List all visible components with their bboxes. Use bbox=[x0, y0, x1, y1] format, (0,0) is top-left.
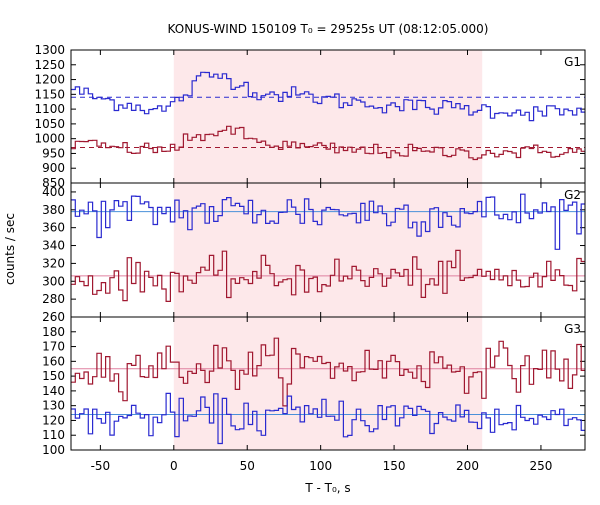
x-tick-label: 250 bbox=[529, 459, 552, 473]
panel-g2-series-blue bbox=[71, 193, 585, 250]
panel-g2-ytick-label: 260 bbox=[42, 310, 65, 324]
panel-g3-frame bbox=[70, 316, 586, 451]
panel-g1-ytick-label: 1250 bbox=[34, 58, 65, 72]
panel-g3-ytick-label: 180 bbox=[42, 325, 65, 339]
panel-g1-ytick-label: 1000 bbox=[34, 132, 65, 146]
panel-g1-ytick-label: 1150 bbox=[34, 87, 65, 101]
plot-area: 8509009501000105011001150120012501300G12… bbox=[34, 43, 586, 473]
panel-g3-ytick-label: 170 bbox=[42, 340, 65, 354]
panel-g2-ytick-label: 340 bbox=[42, 239, 65, 253]
panel-g2-ytick-label: 280 bbox=[42, 292, 65, 306]
chart-title: KONUS-WIND 150109 T₀ = 29525s UT (08:12:… bbox=[168, 22, 489, 36]
panel-g3-label: G3 bbox=[564, 322, 581, 336]
panel-g3-ytick-label: 120 bbox=[42, 413, 65, 427]
panel-g1-ytick-label: 1100 bbox=[34, 102, 65, 116]
x-tick-label: -50 bbox=[91, 459, 111, 473]
panel-g3-series-blue bbox=[71, 392, 585, 445]
panel-g1-ytick-label: 1300 bbox=[34, 43, 65, 57]
panel-g3-ytick-label: 160 bbox=[42, 354, 65, 368]
panel-g2-ytick-label: 320 bbox=[42, 256, 65, 270]
panel-g2-ytick-label: 300 bbox=[42, 274, 65, 288]
panel-g1-ytick-label: 1200 bbox=[34, 73, 65, 87]
panel-g1-ytick-label: 1050 bbox=[34, 117, 65, 131]
highlight-interval bbox=[173, 50, 483, 450]
panel-g2-ytick-label: 380 bbox=[42, 203, 65, 217]
panel-g1-ytick-label: 950 bbox=[42, 146, 65, 160]
x-tick-label: 100 bbox=[309, 459, 332, 473]
x-tick-label: 0 bbox=[170, 459, 178, 473]
panel-g1-series-red bbox=[71, 125, 585, 161]
x-tick-label: 200 bbox=[456, 459, 479, 473]
panel-g2-ytick-label: 360 bbox=[42, 221, 65, 235]
panel-g1-series-blue bbox=[71, 71, 585, 122]
panel-g1-ytick-label: 900 bbox=[42, 161, 65, 175]
x-axis-label: T - T₀, s bbox=[304, 481, 350, 495]
panel-g3-ytick-label: 130 bbox=[42, 399, 65, 413]
panel-g1-ytick-label: 850 bbox=[42, 176, 65, 190]
panel-g2-series-red bbox=[71, 249, 585, 302]
panel-g3-ytick-label: 140 bbox=[42, 384, 65, 398]
panel-g2-label: G2 bbox=[564, 188, 581, 202]
panel-g3-ytick-label: 110 bbox=[42, 428, 65, 442]
x-tick-label: 150 bbox=[383, 459, 406, 473]
y-axis-label: counts / sec bbox=[3, 213, 17, 285]
panel-g1-label: G1 bbox=[564, 55, 581, 69]
panel-g2-ytick-label: 400 bbox=[42, 185, 65, 199]
panel-g3-ytick-label: 150 bbox=[42, 369, 65, 383]
panel-g3-series-red bbox=[71, 337, 585, 407]
panel-g3-ytick-label: 100 bbox=[42, 443, 65, 457]
x-tick-label: 50 bbox=[240, 459, 255, 473]
